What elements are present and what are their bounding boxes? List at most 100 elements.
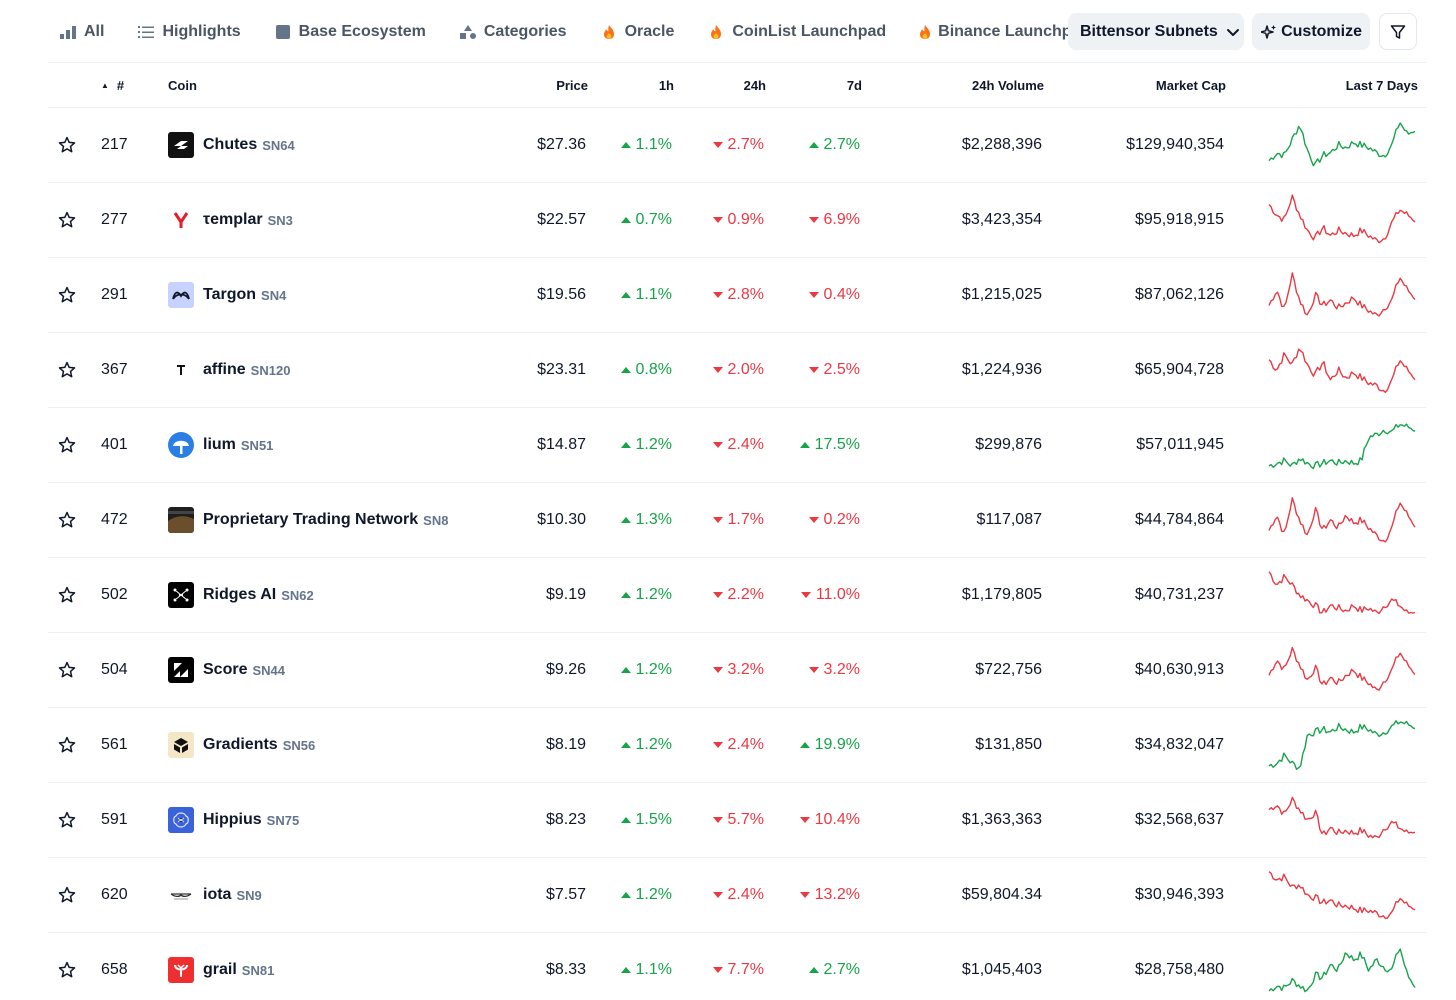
tab-binance-launchpool[interactable]: Binance Launchpo <box>908 13 1068 50</box>
coin-logo <box>168 657 194 683</box>
change-24h: 2.0% <box>712 333 764 407</box>
tab-categories[interactable]: Categories <box>448 13 577 50</box>
rank-value: 591 <box>101 811 128 828</box>
change-arrow-icon <box>712 667 723 673</box>
volume-24h: $131,850 <box>975 708 1042 782</box>
table-row[interactable]: 658 grail SN81 $8.33 1.1% 7.7% 2.7% $1,0… <box>48 933 1426 1000</box>
watchlist-star-button[interactable] <box>56 783 78 857</box>
change-1h-text: 1.2% <box>635 736 672 753</box>
change-24h: 3.2% <box>712 633 764 707</box>
tab-bittensor-subnets[interactable]: Bittensor Subnets <box>1068 13 1244 50</box>
volume-24h: $1,179,805 <box>962 558 1042 632</box>
watchlist-star-button[interactable] <box>56 183 78 257</box>
price-value: $19.56 <box>537 286 586 303</box>
coin-link[interactable]: Ridges AI SN62 <box>168 558 498 632</box>
watchlist-star-button[interactable] <box>56 333 78 407</box>
change-7d-value: 6.9% <box>808 211 860 229</box>
sparkline-series <box>1268 871 1416 920</box>
watchlist-star-button[interactable] <box>56 408 78 482</box>
price: $9.26 <box>546 633 586 707</box>
change-arrow-icon <box>620 667 631 673</box>
watchlist-star-button[interactable] <box>56 558 78 632</box>
coin-link[interactable]: grail SN81 <box>168 933 498 1000</box>
change-1h: 1.1% <box>620 933 672 1000</box>
column-header-24h-volume[interactable]: 24h Volume <box>971 77 1044 93</box>
change-24h-value: 2.7% <box>712 136 764 154</box>
coin-link[interactable]: iota SN9 <box>168 858 498 932</box>
table-row[interactable]: 291 Targon SN4 $19.56 1.1% 2.8% 0.4% $1,… <box>48 258 1426 333</box>
change-1h-text: 0.7% <box>635 211 672 228</box>
customize-button[interactable]: Customize <box>1252 13 1370 50</box>
tab-all[interactable]: All <box>48 13 114 50</box>
change-24h: 2.8% <box>712 258 764 332</box>
coin-link[interactable]: Chutes SN64 <box>168 108 498 182</box>
change-7d-text: 11.0% <box>815 586 860 603</box>
watchlist-star-button[interactable] <box>56 483 78 557</box>
watchlist-star-button[interactable] <box>56 933 78 1000</box>
filter-icon <box>1388 22 1408 42</box>
change-24h: 2.7% <box>712 108 764 182</box>
tab-highlights[interactable]: Highlights <box>126 13 250 50</box>
tab-coinlist-launchpad[interactable]: CoinList Launchpad <box>696 13 896 50</box>
tab-oracle[interactable]: Oracle <box>589 13 685 50</box>
tab-base-ecosystem[interactable]: Base Ecosystem <box>263 13 436 50</box>
filter-button[interactable] <box>1379 13 1417 50</box>
watchlist-star-button[interactable] <box>56 258 78 332</box>
column-header-24h[interactable]: 24h <box>743 77 766 93</box>
column-header-rank[interactable]: ▲ # <box>101 63 141 107</box>
coin-name: Chutes <box>203 136 258 153</box>
change-7d-value: 19.9% <box>799 736 860 754</box>
column-header-market-cap[interactable]: Market Cap <box>1155 77 1226 93</box>
change-1h: 1.2% <box>620 633 672 707</box>
watchlist-star-button[interactable] <box>56 633 78 707</box>
sparkline-7d <box>1266 183 1416 257</box>
column-header-7d[interactable]: 7d <box>846 77 862 93</box>
price: $7.57 <box>546 858 586 932</box>
column-header-1h[interactable]: 1h <box>658 77 674 93</box>
table-row[interactable]: 504 Score SN44 $9.26 1.2% 3.2% 3.2% $722… <box>48 633 1426 708</box>
coin-link[interactable]: Gradients SN56 <box>168 708 498 782</box>
table-row[interactable]: 401 lium SN51 $14.87 1.2% 2.4% 17.5% $29… <box>48 408 1426 483</box>
watchlist-star-button[interactable] <box>56 108 78 182</box>
star-icon <box>58 211 76 228</box>
rank-value: 504 <box>101 661 128 678</box>
volume-24h: $2,288,396 <box>962 108 1042 182</box>
table-row[interactable]: 367 affine SN120 $23.31 0.8% 2.0% 2.5% $… <box>48 333 1426 408</box>
coin-link[interactable]: Targon SN4 <box>168 258 498 332</box>
change-7d-value: 11.0% <box>800 586 860 604</box>
column-header-coin[interactable]: Coin <box>168 77 197 93</box>
coin-link[interactable]: τemplar SN3 <box>168 183 498 257</box>
coin-link[interactable]: Hippius SN75 <box>168 783 498 857</box>
table-row[interactable]: 620 iota SN9 $7.57 1.2% 2.4% 13.2% $59,8… <box>48 858 1426 933</box>
coin-name: Proprietary Trading Network <box>203 511 419 528</box>
volume-24h-value: $59,804.34 <box>961 886 1042 903</box>
table-row[interactable]: 217 Chutes SN64 $27.36 1.1% 2.7% 2.7% $2… <box>48 108 1426 183</box>
sparkline-chart <box>1268 122 1416 167</box>
coin-link[interactable]: Proprietary Trading Network SN8 <box>168 483 498 557</box>
coin-link[interactable]: Score SN44 <box>168 633 498 707</box>
tab-label: Bittensor Subnets <box>1080 22 1218 40</box>
coin-name: Targon <box>203 286 257 303</box>
price: $8.33 <box>546 933 586 1000</box>
change-7d-text: 0.4% <box>823 286 860 303</box>
table-row[interactable]: 561 Gradients SN56 $8.19 1.2% 2.4% 19.9%… <box>48 708 1426 783</box>
watchlist-star-button[interactable] <box>56 858 78 932</box>
coin-logo <box>168 807 194 833</box>
table-row[interactable]: 502 Ridges AI SN62 $9.19 1.2% 2.2% 11.0%… <box>48 558 1426 633</box>
table-row[interactable]: 277 τemplar SN3 $22.57 0.7% 0.9% 6.9% $3… <box>48 183 1426 258</box>
tab-label: Highlights <box>162 22 241 40</box>
table-row[interactable]: 591 Hippius SN75 $8.23 1.5% 5.7% 10.4% $… <box>48 783 1426 858</box>
sparkline-7d <box>1266 708 1416 782</box>
change-arrow-icon <box>712 592 723 598</box>
volume-24h: $3,423,354 <box>962 183 1042 257</box>
coin-link[interactable]: lium SN51 <box>168 408 498 482</box>
tab-label: Binance Launchpo <box>938 22 1069 40</box>
table-row[interactable]: 472 Proprietary Trading Network SN8 $10.… <box>48 483 1426 558</box>
coin-link[interactable]: affine SN120 <box>168 333 498 407</box>
watchlist-star-button[interactable] <box>56 708 78 782</box>
column-header-price[interactable]: Price <box>556 77 588 93</box>
sparkline-7d <box>1266 483 1416 557</box>
change-arrow-icon <box>712 292 723 298</box>
rank-value: 291 <box>101 286 128 303</box>
coin-symbol: SN81 <box>241 962 275 978</box>
